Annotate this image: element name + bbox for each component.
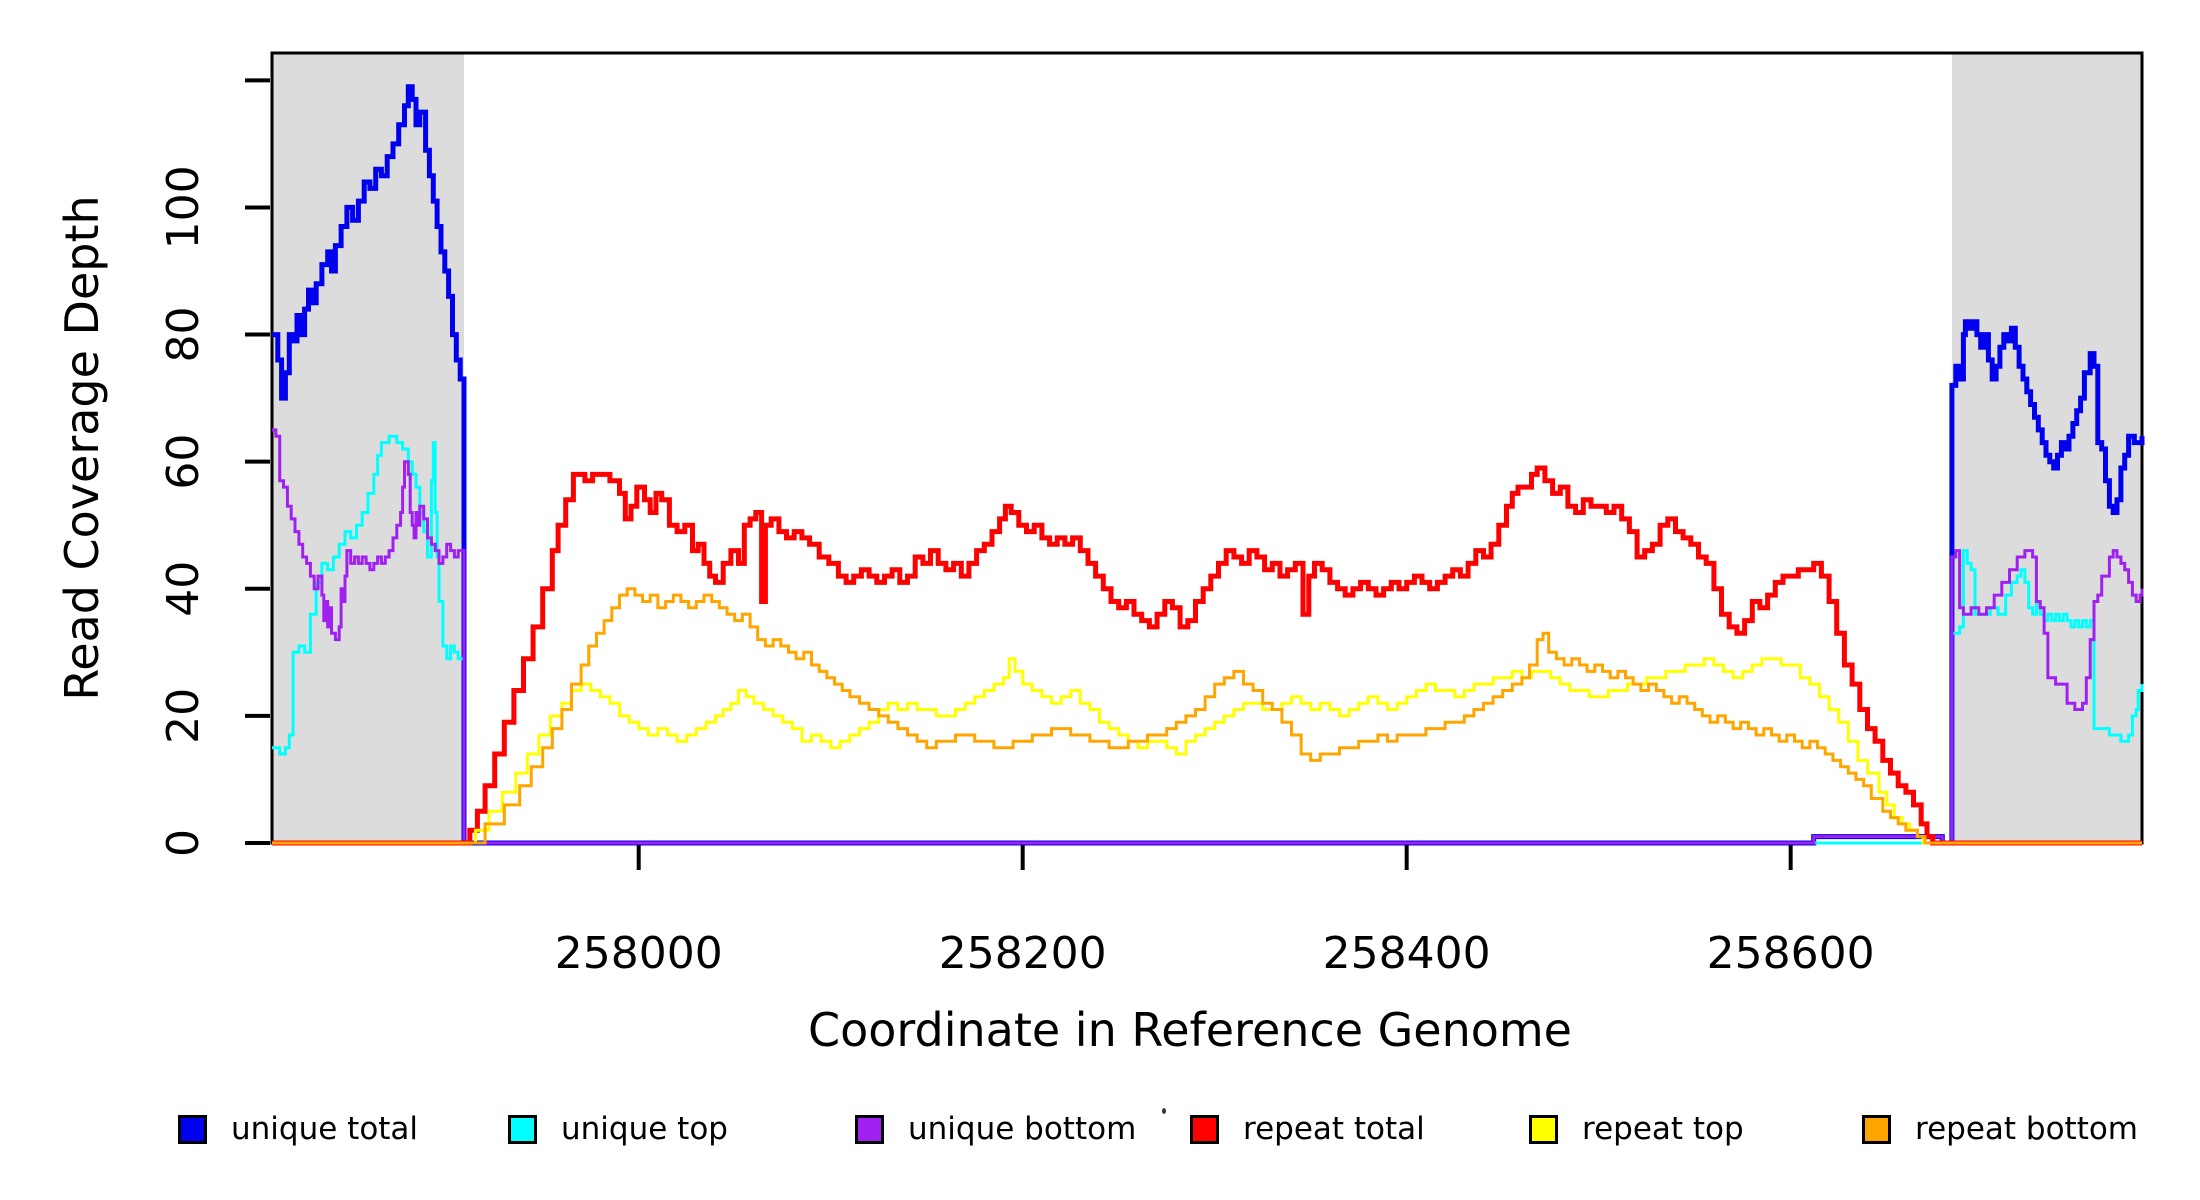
x-axis-title: Coordinate in Reference Genome [808, 1003, 1572, 1057]
series-repeat-top-line [272, 657, 2142, 845]
stray-dot [1162, 1108, 1166, 1114]
x-tick-label: 258200 [939, 928, 1107, 979]
y-tick-label: 80 [158, 307, 209, 363]
y-tick-label: 20 [158, 688, 209, 744]
series-repeat-total-line [272, 465, 2142, 846]
x-tick-label: 258600 [1707, 928, 1875, 979]
y-tick-label: 60 [158, 434, 209, 490]
x-tick-label: 258000 [555, 928, 723, 979]
y-axis-title: Read Coverage Depth [55, 195, 109, 701]
y-tick-label: 0 [158, 829, 209, 857]
y-tick-label: 40 [158, 561, 209, 617]
x-tick-label: 258400 [1323, 928, 1491, 979]
y-tick-label: 100 [158, 165, 209, 249]
series-unique-top-line [272, 434, 2144, 845]
series-unique-bottom-line [272, 428, 2144, 845]
series-unique-total-line [272, 84, 2145, 846]
plot-border [270, 51, 2144, 845]
series-repeat-bottom-line [272, 587, 2142, 845]
